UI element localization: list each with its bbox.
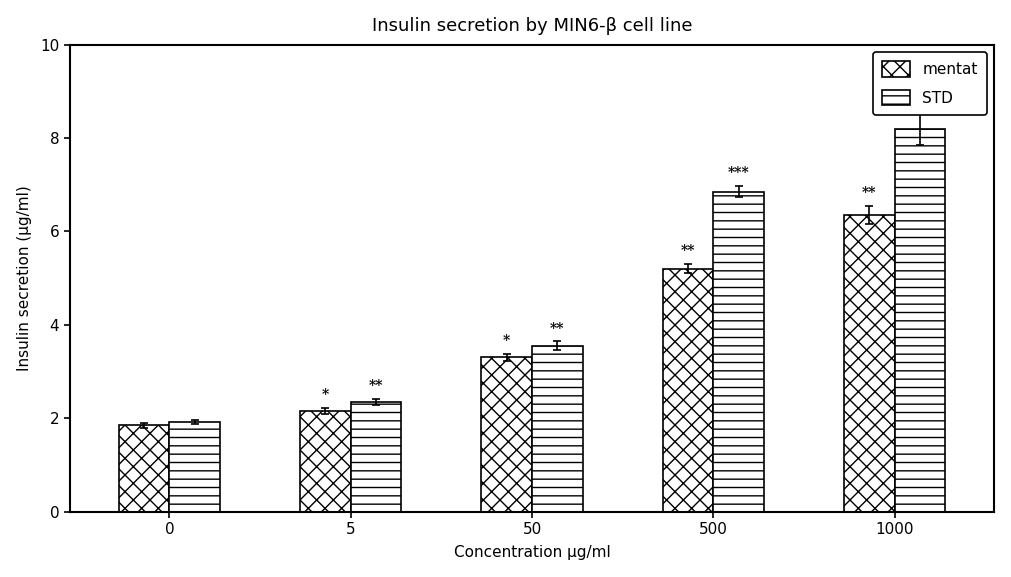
Title: Insulin secretion by MIN6-β cell line: Insulin secretion by MIN6-β cell line: [372, 17, 693, 35]
Text: **: **: [862, 186, 877, 200]
Bar: [351, 402, 401, 512]
Text: **: **: [680, 245, 696, 258]
Bar: [481, 358, 532, 512]
Bar: [300, 411, 351, 512]
Text: *: *: [321, 388, 329, 402]
Y-axis label: Insulin secretion (μg/ml): Insulin secretion (μg/ml): [16, 185, 31, 371]
Bar: [662, 269, 714, 512]
Bar: [895, 129, 945, 512]
Bar: [118, 425, 170, 512]
Legend: mentat, STD: mentat, STD: [874, 52, 987, 115]
Bar: [170, 422, 220, 512]
Text: ***: ***: [909, 93, 931, 107]
Text: ***: ***: [728, 166, 749, 181]
X-axis label: Concentration μg/ml: Concentration μg/ml: [454, 545, 611, 560]
Bar: [532, 346, 582, 512]
Text: **: **: [369, 379, 383, 393]
Bar: [714, 192, 764, 512]
Bar: [844, 215, 895, 512]
Text: *: *: [503, 334, 511, 348]
Text: **: **: [550, 321, 564, 335]
